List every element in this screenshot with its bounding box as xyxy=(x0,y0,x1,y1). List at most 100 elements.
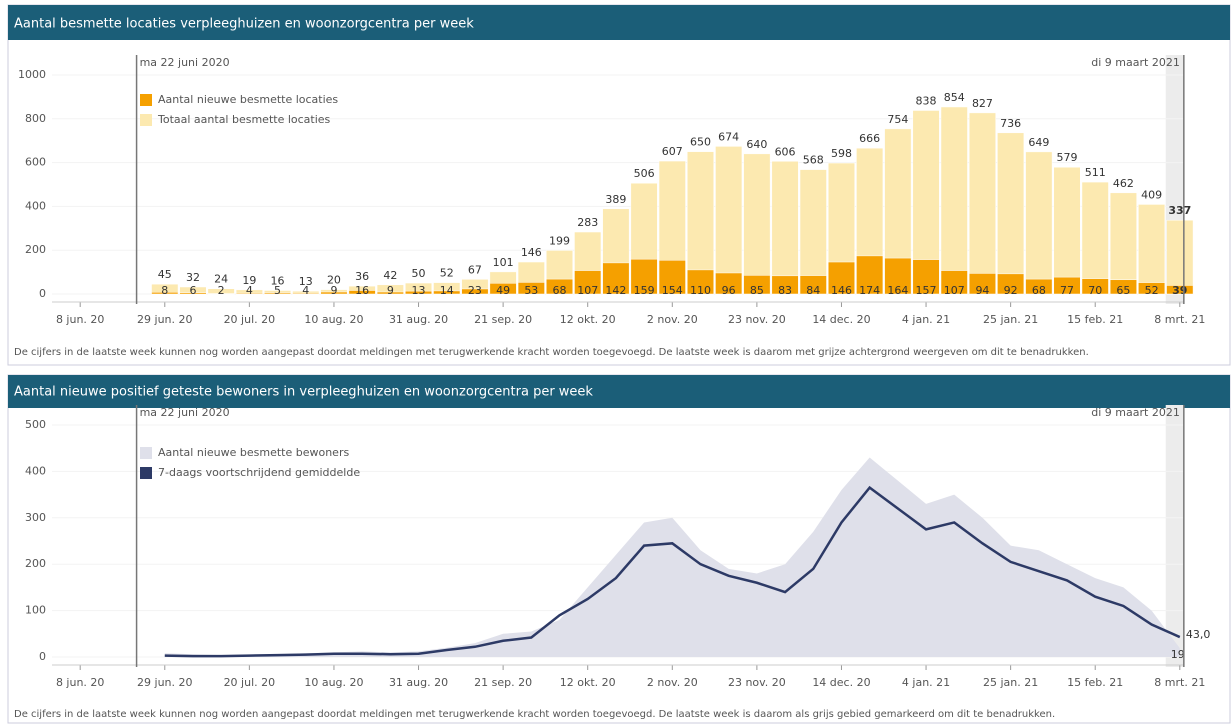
annotation: di 9 maart 2021 xyxy=(1091,56,1180,69)
legend-swatch xyxy=(140,467,152,479)
data-label: 146 xyxy=(831,284,852,297)
data-label: 640 xyxy=(746,138,767,151)
data-label: 6 xyxy=(189,284,196,297)
bar xyxy=(1138,204,1165,294)
data-label: 579 xyxy=(1057,151,1078,164)
data-label: 174 xyxy=(859,284,880,297)
data-label: 65 xyxy=(1116,284,1130,297)
y-tick-label: 200 xyxy=(25,243,46,256)
x-tick-label: 2 nov. 20 xyxy=(647,676,698,689)
data-label: 142 xyxy=(605,284,626,297)
data-label: 2 xyxy=(218,284,225,297)
data-label: 67 xyxy=(468,263,482,276)
x-tick-label: 21 sep. 20 xyxy=(474,676,532,689)
data-label: 16 xyxy=(355,284,369,297)
data-label: 598 xyxy=(831,147,852,160)
data-label: 14 xyxy=(440,284,454,297)
y-tick-label: 0 xyxy=(39,287,46,300)
x-tick-label: 14 dec. 20 xyxy=(812,313,870,326)
data-label: 96 xyxy=(722,284,736,297)
data-label: 19 xyxy=(1171,648,1185,661)
x-tick-label: 29 jun. 20 xyxy=(137,313,192,326)
data-label: 827 xyxy=(972,97,993,110)
bar xyxy=(941,107,968,294)
bar xyxy=(997,133,1024,294)
data-label: 154 xyxy=(662,284,683,297)
x-tick-label: 31 aug. 20 xyxy=(389,676,448,689)
data-label: 506 xyxy=(634,167,655,180)
last-week-shade xyxy=(1166,405,1184,667)
x-tick-label: 14 dec. 20 xyxy=(812,676,870,689)
data-label: 9 xyxy=(330,284,337,297)
data-label: 107 xyxy=(577,284,598,297)
legend-label: 7-daags voortschrijdend gemiddelde xyxy=(158,466,360,479)
x-tick-label: 8 mrt. 21 xyxy=(1154,313,1205,326)
bar xyxy=(1167,220,1194,294)
data-label: 409 xyxy=(1141,188,1162,201)
data-label: 36 xyxy=(355,270,369,283)
data-label: 199 xyxy=(549,234,570,247)
data-label: 70 xyxy=(1088,284,1102,297)
x-tick-label: 2 nov. 20 xyxy=(647,313,698,326)
x-tick-label: 12 okt. 20 xyxy=(560,676,616,689)
legend-swatch xyxy=(140,114,152,126)
data-label: 77 xyxy=(1060,284,1074,297)
data-label: 159 xyxy=(634,284,655,297)
data-label: 49 xyxy=(496,284,510,297)
data-label: 92 xyxy=(1004,284,1018,297)
x-tick-label: 25 jan. 21 xyxy=(983,313,1038,326)
bar xyxy=(1110,193,1137,294)
data-label: 164 xyxy=(887,284,908,297)
x-tick-label: 20 jul. 20 xyxy=(224,676,276,689)
data-label: 9 xyxy=(387,284,394,297)
data-label: 52 xyxy=(440,267,454,280)
data-label: 146 xyxy=(521,246,542,259)
data-label: 4 xyxy=(246,284,253,297)
data-label: 13 xyxy=(412,284,426,297)
data-label: 607 xyxy=(662,145,683,158)
data-label: 94 xyxy=(975,284,989,297)
y-tick-label: 800 xyxy=(25,112,46,125)
data-label: 85 xyxy=(750,284,764,297)
x-tick-label: 20 jul. 20 xyxy=(224,313,276,326)
x-tick-label: 8 jun. 20 xyxy=(56,313,105,326)
data-label: 674 xyxy=(718,130,739,143)
chart-title: Aantal nieuwe positief geteste bewoners … xyxy=(14,385,593,400)
y-tick-label: 100 xyxy=(25,604,46,617)
y-tick-label: 500 xyxy=(25,418,46,431)
x-tick-label: 4 jan. 21 xyxy=(902,313,950,326)
y-tick-label: 400 xyxy=(25,464,46,477)
data-label: 157 xyxy=(916,284,937,297)
data-label: 83 xyxy=(778,284,792,297)
annotation: ma 22 juni 2020 xyxy=(140,56,230,69)
data-label: 32 xyxy=(186,271,200,284)
data-label: 53 xyxy=(524,284,538,297)
data-label: 68 xyxy=(553,284,567,297)
data-label: 511 xyxy=(1085,166,1106,179)
annotation: di 9 maart 2021 xyxy=(1091,406,1180,419)
data-label: 838 xyxy=(916,94,937,107)
data-label: 23 xyxy=(468,284,482,297)
panel xyxy=(8,375,1230,723)
legend-label: Aantal nieuwe besmette locaties xyxy=(158,93,338,106)
data-label: 389 xyxy=(605,193,626,206)
data-label: 650 xyxy=(690,136,711,149)
bar xyxy=(969,113,996,294)
data-label: 283 xyxy=(577,216,598,229)
x-tick-label: 8 jun. 20 xyxy=(56,676,105,689)
data-label: 39 xyxy=(1172,284,1187,297)
y-tick-label: 1000 xyxy=(18,68,46,81)
x-tick-label: 12 okt. 20 xyxy=(560,313,616,326)
legend-label: Aantal nieuwe besmette bewoners xyxy=(158,446,349,459)
x-tick-label: 23 nov. 20 xyxy=(728,313,786,326)
data-label: 5 xyxy=(274,284,281,297)
y-tick-label: 0 xyxy=(39,650,46,663)
data-label: 68 xyxy=(1032,284,1046,297)
data-label: 101 xyxy=(493,256,514,269)
x-tick-label: 29 jun. 20 xyxy=(137,676,192,689)
data-label: 45 xyxy=(158,268,172,281)
bar xyxy=(715,146,742,294)
x-tick-label: 23 nov. 20 xyxy=(728,676,786,689)
footnote: De cijfers in de laatste week kunnen nog… xyxy=(14,709,1055,720)
